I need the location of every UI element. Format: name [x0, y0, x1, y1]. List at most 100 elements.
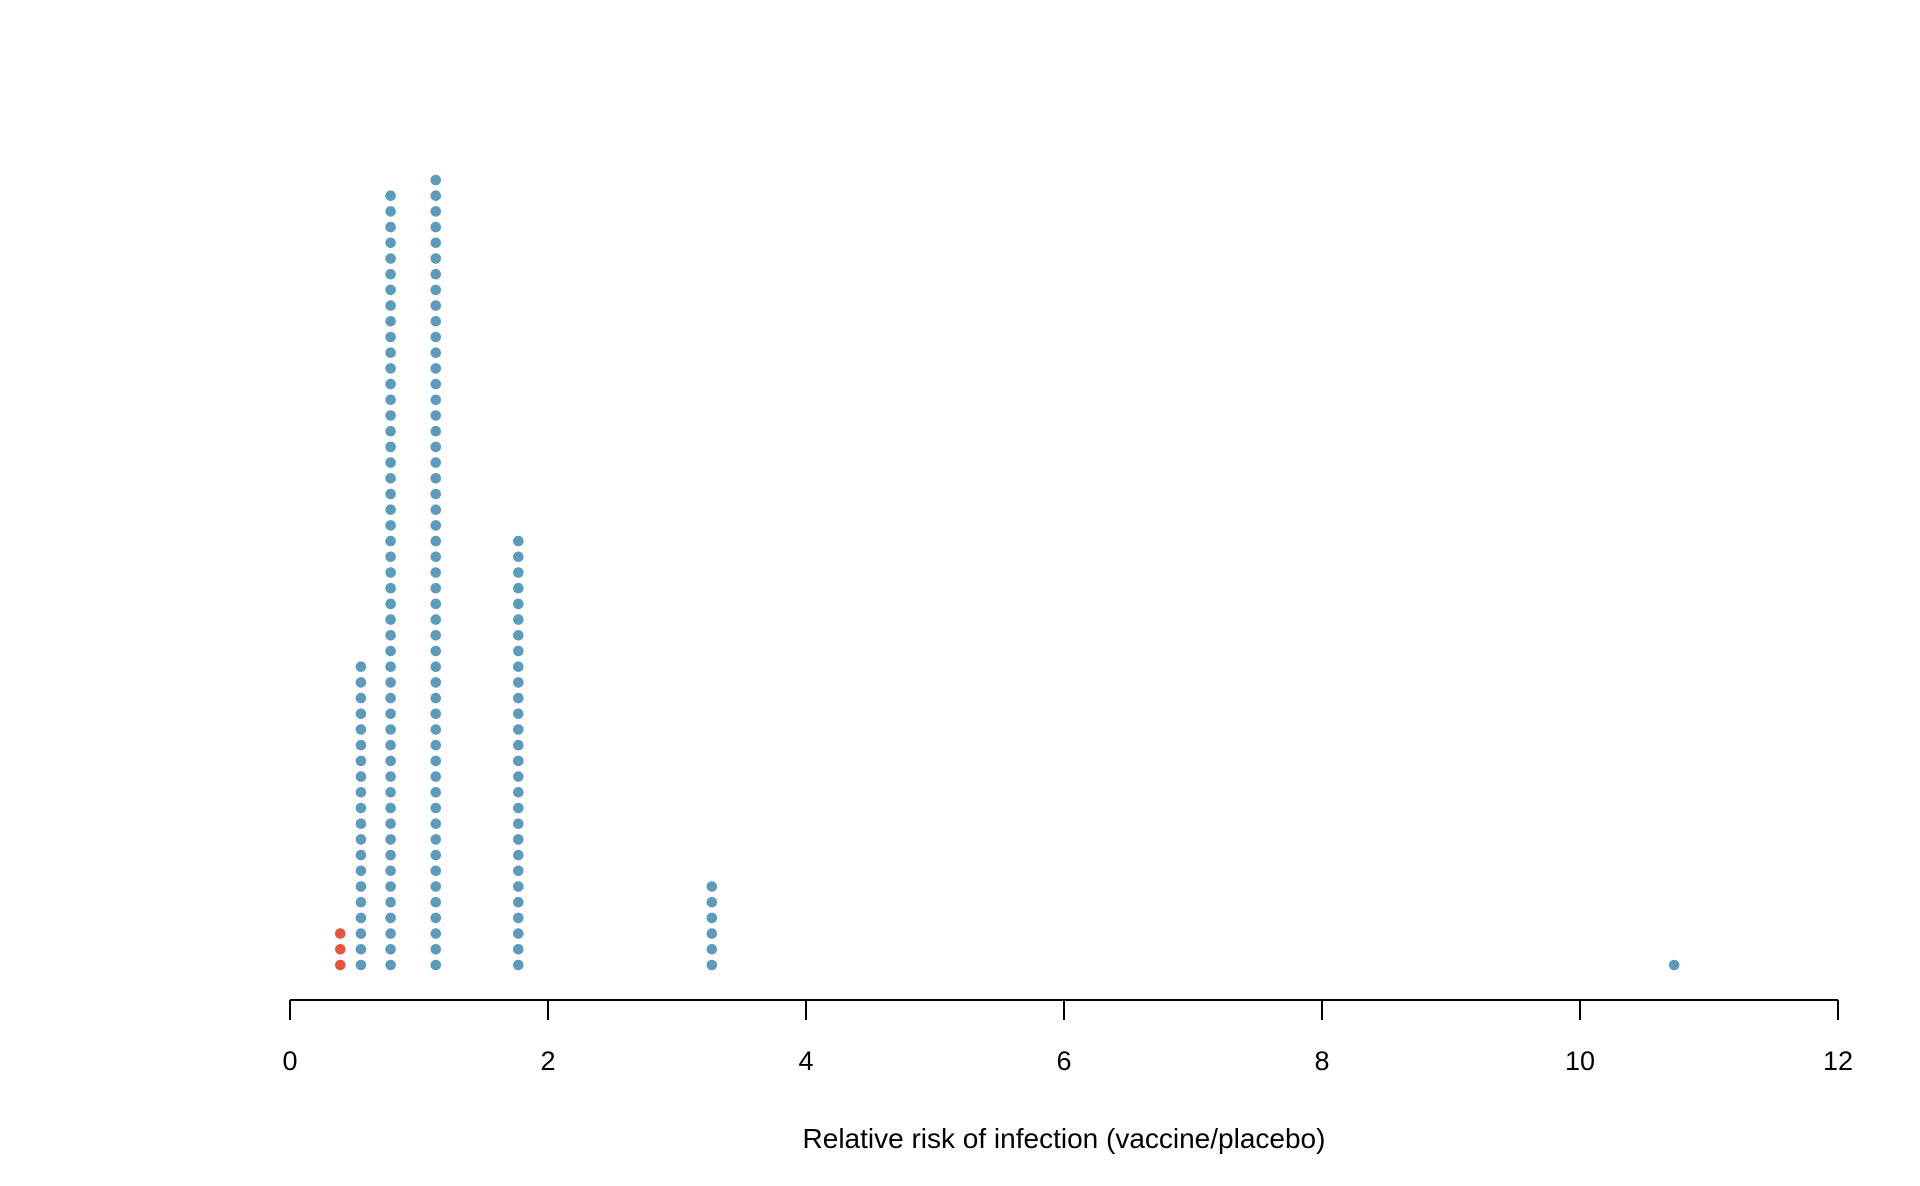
- simulated-dot: [513, 692, 524, 704]
- simulated-dot: [385, 598, 396, 610]
- simulated-dot: [385, 504, 396, 515]
- simulated-dot: [513, 739, 524, 751]
- simulated-dot: [385, 959, 396, 971]
- simulated-dot: [355, 928, 367, 939]
- simulated-dot: [355, 849, 367, 861]
- simulated-dot: [355, 881, 367, 892]
- simulated-dot: [385, 944, 396, 955]
- simulated-dot: [513, 959, 524, 971]
- simulated-dot: [430, 739, 442, 751]
- simulated-dot: [513, 598, 524, 610]
- simulated-dot: [430, 755, 442, 767]
- simulated-dot: [706, 928, 718, 939]
- simulated-dot: [385, 567, 396, 578]
- observed-dot-stack: [335, 928, 346, 971]
- simulated-dot: [430, 394, 442, 406]
- simulated-dot: [385, 787, 396, 798]
- simulated-dot: [430, 912, 442, 924]
- simulated-dot: [1668, 959, 1680, 971]
- simulated-dot: [385, 724, 396, 735]
- simulated-dot: [385, 221, 396, 233]
- simulated-dot: [355, 834, 367, 845]
- simulated-dot: [430, 300, 442, 311]
- simulated-dot: [513, 645, 524, 657]
- simulated-dot: [706, 896, 718, 908]
- simulated-dot: [385, 614, 396, 625]
- simulated-dot: [385, 551, 396, 563]
- simulated-dot: [513, 661, 524, 672]
- simulated-dot: [355, 787, 367, 798]
- simulated-dot: [385, 520, 396, 531]
- simulated-dot: [513, 802, 524, 814]
- x-tick-label: 10: [1565, 1046, 1595, 1076]
- simulated-dot: [430, 661, 442, 672]
- simulated-dot: [385, 677, 396, 688]
- simulated-dot: [385, 755, 396, 767]
- simulated-dot: [513, 787, 524, 798]
- simulated-dot: [355, 755, 367, 767]
- simulated-dot: [430, 598, 442, 610]
- simulated-dot: [513, 865, 524, 877]
- simulated-dot: [513, 818, 524, 829]
- simulated-dot: [430, 865, 442, 877]
- simulated-dot: [430, 504, 442, 515]
- simulated-dot: [513, 944, 524, 955]
- simulated-dot: [513, 708, 524, 720]
- simulated-dot: [430, 834, 442, 845]
- x-tick-label: 4: [798, 1046, 813, 1076]
- simulated-dot: [706, 959, 718, 971]
- simulated-dot: [430, 677, 442, 688]
- x-tick-label: 0: [282, 1046, 297, 1076]
- simulated-dot: [430, 520, 442, 531]
- simulated-dot: [513, 849, 524, 861]
- simulated-dot: [430, 363, 442, 374]
- simulated-dot: [385, 865, 396, 877]
- simulated-dot: [385, 284, 396, 296]
- simulated-dot: [706, 881, 718, 892]
- simulated-dot: [430, 378, 442, 390]
- simulated-dot: [430, 802, 442, 814]
- simulated-dot: [385, 535, 396, 547]
- simulated-dot: [430, 881, 442, 892]
- simulated-dot: [385, 300, 396, 311]
- simulated-dot: [430, 692, 442, 704]
- simulated-dot: [706, 912, 718, 924]
- simulated-dot: [430, 237, 442, 249]
- observed-dot: [335, 944, 346, 955]
- simulated-dot: [430, 331, 442, 343]
- simulated-dot: [430, 928, 442, 939]
- simulated-dot: [430, 221, 442, 233]
- simulated-dot: [513, 567, 524, 578]
- simulated-dot: [385, 268, 396, 280]
- simulated-dot-stack: [513, 535, 524, 971]
- simulated-dot: [385, 582, 396, 594]
- simulated-dot: [355, 677, 367, 688]
- simulated-dot: [385, 896, 396, 908]
- simulated-dot: [430, 410, 442, 421]
- simulated-dot: [385, 237, 396, 249]
- simulated-dot: [355, 818, 367, 829]
- simulated-dot: [385, 708, 396, 720]
- simulated-dot: [355, 802, 367, 814]
- simulated-dot: [430, 630, 442, 641]
- simulated-dot: [385, 473, 396, 484]
- simulated-dot: [513, 535, 524, 547]
- simulated-dot: [430, 959, 442, 971]
- simulated-dot: [430, 473, 442, 484]
- x-axis: 0 2 4 6 8 10 12: [282, 999, 1853, 1076]
- simulated-dot: [430, 253, 442, 264]
- simulated-dot: [385, 425, 396, 437]
- simulated-dot: [355, 959, 367, 971]
- simulated-dot: [513, 755, 524, 767]
- simulated-dot: [385, 488, 396, 500]
- simulated-dot: [430, 551, 442, 563]
- simulated-dot: [385, 771, 396, 782]
- simulated-dot: [430, 284, 442, 296]
- simulated-dot: [430, 567, 442, 578]
- simulated-dot: [355, 708, 367, 720]
- simulated-dot: [385, 316, 396, 327]
- simulated-dot: [385, 331, 396, 343]
- simulated-dot: [355, 944, 367, 955]
- simulated-dot: [385, 363, 396, 374]
